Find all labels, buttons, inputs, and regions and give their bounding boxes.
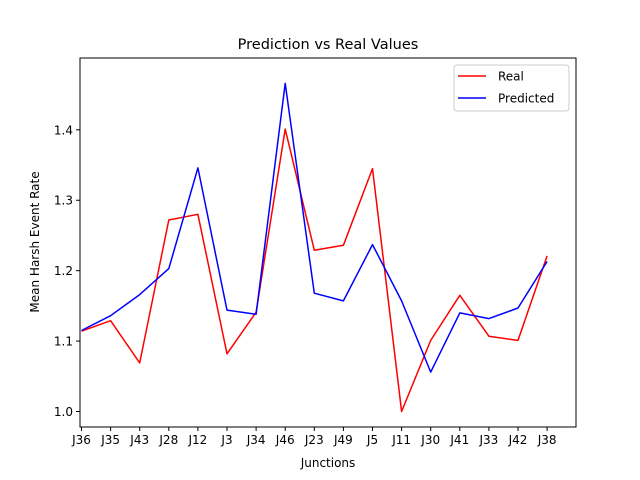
x-tick-label: J46: [275, 433, 295, 447]
x-tick-label: J41: [449, 433, 469, 447]
x-tick-label: J12: [187, 433, 207, 447]
x-tick-label: J42: [508, 433, 528, 447]
x-tick-label: J28: [158, 433, 178, 447]
y-tick-label: 1.2: [54, 264, 73, 278]
series-line-real: [81, 128, 548, 413]
y-tick-label: 1.1: [54, 335, 73, 349]
x-axis-label: Junctions: [300, 456, 356, 470]
x-tick-label: J23: [304, 433, 324, 447]
legend-label-predicted: Predicted: [498, 92, 554, 106]
y-axis: 1.0 1.1 1.2 1.3 1.4: [54, 123, 80, 419]
legend: Real Predicted: [453, 64, 570, 112]
y-tick-label: 1.4: [54, 123, 73, 137]
y-tick-label: 1.3: [54, 194, 73, 208]
x-tick-label: J11: [391, 433, 411, 447]
series-line-predicted: [81, 82, 548, 373]
legend-label-real: Real: [498, 70, 524, 84]
x-tick-label: J35: [100, 433, 120, 447]
y-tick-label: 1.0: [54, 405, 73, 419]
x-tick-label: J5: [366, 433, 378, 447]
x-tick-label: J33: [478, 433, 498, 447]
x-tick-label: J36: [71, 433, 91, 447]
x-tick-label: J30: [420, 433, 440, 447]
plot-frame: [79, 57, 577, 428]
x-tick-label: J38: [537, 433, 557, 447]
x-tick-label: J34: [246, 433, 266, 447]
y-axis-label: Mean Harsh Event Rate: [28, 171, 42, 312]
chart-title: Prediction vs Real Values: [238, 37, 419, 53]
x-tick-label: J43: [129, 433, 149, 447]
x-tick-label: J3: [220, 433, 232, 447]
x-axis: J36 J35 J43 J28 J12 J3 J34 J46 J23 J49 J5 J11 J30 J41…: [71, 427, 557, 447]
x-tick-label: J49: [333, 433, 353, 447]
plot-lines: [81, 82, 548, 413]
